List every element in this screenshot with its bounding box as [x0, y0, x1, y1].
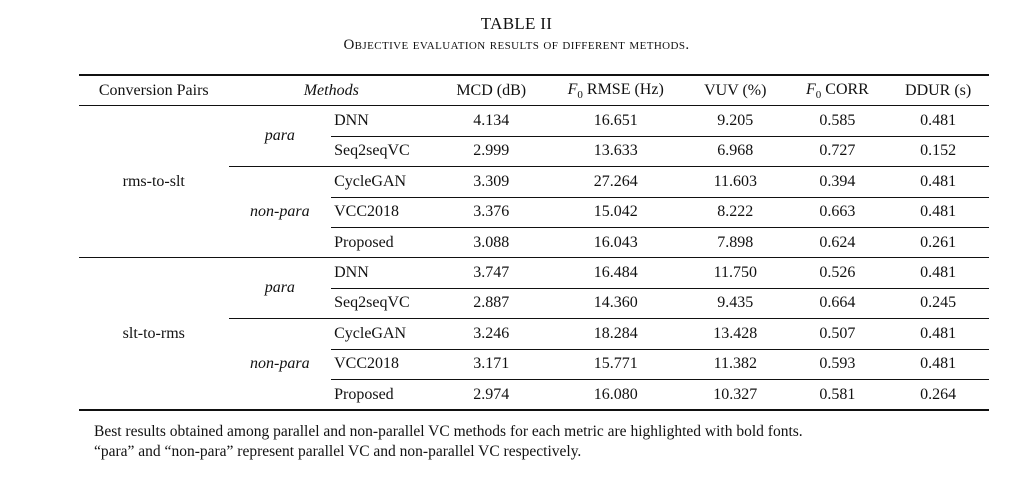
- mcd-value: 2.887: [433, 288, 549, 320]
- footnote-line-1: Best results obtained among parallel and…: [94, 423, 803, 440]
- f0-rmse-value: 16.080: [593, 385, 638, 403]
- f0-rmse-value: 16.484: [548, 257, 683, 289]
- header-conversion-pairs: Conversion Pairs: [98, 81, 209, 99]
- para-label: para: [228, 105, 332, 168]
- method-name: Proposed: [334, 385, 394, 403]
- f0-corr-value: 0.526: [787, 257, 888, 289]
- ddur-value: 0.261: [920, 233, 957, 251]
- method-name: Seq2seqVC: [331, 136, 434, 168]
- header-vuv: VUV (%): [704, 81, 767, 99]
- ddur-value: 0.481: [887, 257, 989, 289]
- conversion-pair-label: rms-to-slt: [122, 172, 185, 190]
- f0-rmse-value: 18.284: [548, 318, 683, 350]
- table-row: Proposed 2.974 16.080 10.327 0.581 0.264: [79, 379, 989, 411]
- ddur-value: 0.481: [887, 318, 989, 350]
- f0-corr-value: 0.593: [787, 349, 888, 380]
- mcd-value: 3.088: [473, 233, 510, 251]
- f0-rmse-value: 27.264: [548, 166, 683, 198]
- ddur-value: 0.245: [887, 288, 989, 320]
- f0-corr-value: 0.507: [787, 318, 888, 350]
- method-name: DNN: [331, 257, 434, 289]
- f0-rmse-value: 14.360: [548, 288, 683, 320]
- vuv-value: 11.750: [682, 257, 788, 289]
- header-f0-rmse: F0 RMSE (Hz): [567, 80, 664, 101]
- conversion-pair-label: slt-to-rms: [122, 324, 185, 342]
- vuv-value: 7.898: [717, 233, 754, 251]
- mcd-value: 3.309: [433, 166, 549, 198]
- vuv-value: 11.603: [682, 166, 788, 198]
- method-name: Seq2seqVC: [331, 288, 434, 320]
- vuv-value: 6.968: [682, 136, 788, 168]
- ddur-value: 0.264: [920, 385, 957, 403]
- f0-corr-value: 0.394: [787, 166, 888, 198]
- f0-corr-value: 0.727: [787, 136, 888, 168]
- mcd-value: 3.171: [433, 349, 549, 380]
- table-header: Conversion Pairs Methods MCD (dB) F0 RMS…: [79, 75, 989, 106]
- ddur-value: 0.481: [887, 105, 989, 137]
- header-f0-corr: F0 CORR: [806, 80, 869, 101]
- header-ddur: DDUR (s): [905, 81, 972, 99]
- method-name: Proposed: [334, 233, 394, 251]
- f0-rmse-value: 16.651: [548, 105, 683, 137]
- table-row: VCC2018 3.376 15.042 8.222 0.663 0.481: [79, 197, 989, 228]
- vuv-value: 9.205: [682, 105, 788, 137]
- vuv-value: 10.327: [713, 385, 758, 403]
- mcd-value: 4.134: [433, 105, 549, 137]
- vuv-value: 13.428: [682, 318, 788, 350]
- f0-corr-value: 0.664: [787, 288, 888, 320]
- method-name: VCC2018: [331, 197, 434, 228]
- mcd-value: 3.376: [433, 197, 549, 228]
- f0-rmse-value: 15.771: [548, 349, 683, 380]
- mcd-value: 3.246: [433, 318, 549, 350]
- vuv-value: 8.222: [682, 197, 788, 228]
- f0-rmse-value: 16.043: [593, 233, 638, 251]
- footnote-line-2: “para” and “non-para” represent parallel…: [94, 443, 582, 460]
- f0-rmse-value: 13.633: [548, 136, 683, 168]
- f0-corr-value: 0.663: [787, 197, 888, 228]
- mcd-value: 2.974: [473, 385, 510, 403]
- table-row: VCC2018 3.171 15.771 11.382 0.593 0.481: [79, 349, 989, 380]
- group-slt-to-rms: slt-to-rms para DNN 3.747 16.484 11.750 …: [79, 257, 989, 411]
- table-row: Seq2seqVC 2.887 14.360 9.435 0.664 0.245: [79, 288, 989, 320]
- table-row: slt-to-rms para DNN 3.747 16.484 11.750 …: [79, 257, 989, 342]
- group-rms-to-slt: rms-to-slt para DNN 4.134 16.651 9.205 0…: [79, 105, 989, 258]
- table-footnote: Best results obtained among parallel and…: [94, 422, 994, 462]
- vuv-value: 9.435: [682, 288, 788, 320]
- method-name: DNN: [331, 105, 434, 137]
- table-row: non-para CycleGAN 3.246 18.284 13.428 0.…: [79, 318, 989, 372]
- f0-rmse-value: 15.042: [548, 197, 683, 228]
- header-methods: Methods: [303, 81, 359, 99]
- ddur-value: 0.152: [887, 136, 989, 168]
- non-para-label: non-para: [250, 355, 310, 373]
- ddur-value: 0.481: [887, 197, 989, 228]
- table-row: non-para CycleGAN 3.309 27.264 11.603 0.…: [79, 166, 989, 220]
- f0-corr-value: 0.581: [819, 385, 856, 403]
- results-table: Conversion Pairs Methods MCD (dB) F0 RMS…: [79, 74, 989, 411]
- table-row: Proposed 3.088 16.043 7.898 0.624 0.261: [79, 227, 989, 258]
- para-label: para: [228, 257, 332, 320]
- ddur-value: 0.481: [887, 166, 989, 198]
- method-name: CycleGAN: [331, 166, 434, 198]
- mcd-value: 2.999: [433, 136, 549, 168]
- table-caption: Objective evaluation results of differen…: [343, 37, 690, 53]
- vuv-value: 11.382: [682, 349, 788, 380]
- f0-corr-value: 0.585: [787, 105, 888, 137]
- non-para-label: non-para: [250, 203, 310, 221]
- method-name: VCC2018: [331, 349, 434, 380]
- table-number: TABLE II: [480, 14, 553, 33]
- header-mcd: MCD (dB): [456, 81, 527, 99]
- ddur-value: 0.481: [887, 349, 989, 380]
- f0-corr-value: 0.624: [819, 233, 856, 251]
- method-name: CycleGAN: [331, 318, 434, 350]
- table-row: rms-to-slt para DNN 4.134 16.651 9.205 0…: [79, 105, 989, 190]
- mcd-value: 3.747: [433, 257, 549, 289]
- table-row: Seq2seqVC 2.999 13.633 6.968 0.727 0.152: [79, 136, 989, 168]
